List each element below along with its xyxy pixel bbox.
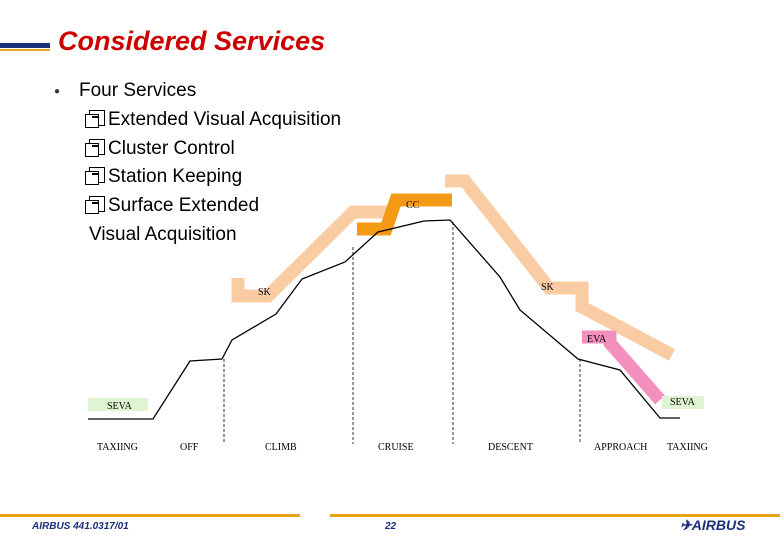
seva-band-left <box>88 398 148 411</box>
list-item: Extended Visual Acquisition <box>85 109 341 131</box>
list-item: Surface Extended <box>85 195 259 217</box>
footer-rule <box>330 514 780 517</box>
list-item: Cluster Control <box>85 138 235 160</box>
pages-icon <box>85 110 105 128</box>
document-reference: AIRBUS 441.0317/01 <box>32 521 129 532</box>
page-number: 22 <box>385 521 397 532</box>
phase-label-off: OFF <box>180 442 199 453</box>
phase-label-climb: CLIMB <box>265 442 297 453</box>
list-item-continuation: Visual Acquisition <box>89 224 237 245</box>
sk-band-right <box>445 174 676 361</box>
phase-label-cruise: CRUISE <box>378 442 414 453</box>
phase-label-approach: APPROACH <box>594 442 647 453</box>
pages-icon <box>85 139 105 157</box>
seva-band-right <box>662 396 704 409</box>
title-rule <box>0 43 50 48</box>
title-rule-accent <box>0 49 50 51</box>
sk-label-left: SK <box>258 287 272 298</box>
sk-label-right: SK <box>541 282 555 293</box>
cc-band <box>357 193 452 236</box>
airbus-logo-icon: ✈ <box>680 517 692 533</box>
page-title: Considered Services <box>58 26 326 56</box>
pages-icon <box>85 196 105 214</box>
sk-band-left <box>231 205 390 303</box>
phase-label-descent: DESCENT <box>488 442 533 453</box>
flight-profile-line <box>88 219 680 420</box>
airbus-logo: ✈AIRBUS <box>680 517 746 533</box>
pages-icon <box>85 167 105 185</box>
eva-band <box>582 330 665 405</box>
list-item: Station Keeping <box>85 166 242 188</box>
bullet-heading: Four Services <box>79 80 197 101</box>
seva-label-left: SEVA <box>107 401 133 412</box>
phase-label-taxiing-end: TAXIING <box>667 442 708 453</box>
phase-label-taxiing: TAXIING <box>97 442 138 453</box>
footer-rule <box>0 514 300 517</box>
seva-label-right: SEVA <box>670 397 696 408</box>
bullet-icon: ● <box>54 86 61 97</box>
eva-label: EVA <box>587 334 607 345</box>
cc-label: CC <box>406 200 420 211</box>
